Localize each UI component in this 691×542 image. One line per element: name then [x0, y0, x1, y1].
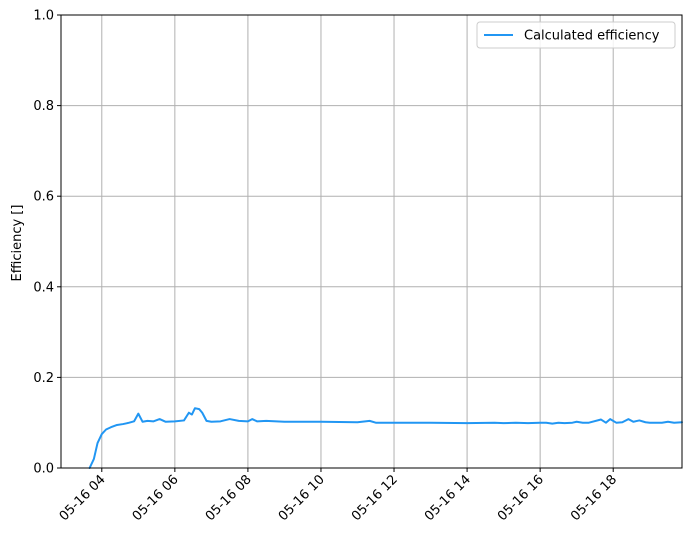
- x-tick-label: 05-16 08: [203, 472, 255, 524]
- y-tick-label: 0.6: [33, 190, 54, 205]
- legend-box: [476, 21, 676, 49]
- y-tick-label: 0.8: [33, 99, 54, 114]
- x-ticks: 05-16 04 05-16 06 05-16 08 05-16 10 05-16 12…: [57, 468, 620, 524]
- series-line-calculated-efficiency: [88, 407, 683, 469]
- legend-entry-label: Calculated efficiency: [524, 29, 660, 44]
- y-axis-label: Efficiency []: [10, 205, 25, 282]
- y-ticks: 0.0 0.2 0.4 0.6 0.8 1.0: [33, 9, 61, 477]
- y-tick-label: 0.2: [33, 371, 54, 386]
- x-tick-label: 05-16 10: [276, 472, 328, 524]
- y-tick-label: 1.0: [33, 9, 54, 24]
- y-gridlines: [61, 14, 682, 469]
- y-tick-label: 0.0: [33, 462, 54, 477]
- x-tick-label: 05-16 16: [495, 472, 547, 524]
- series-layer: [88, 407, 683, 469]
- x-tick-label: 05-16 12: [349, 472, 401, 524]
- x-tick-label: 05-16 04: [57, 472, 109, 524]
- y-tick-label: 0.4: [33, 280, 54, 295]
- legend: Calculated efficiency: [476, 21, 676, 49]
- x-tick-label: 05-16 06: [130, 472, 182, 524]
- x-tick-label: 05-16 14: [422, 472, 474, 524]
- x-gridlines: [101, 15, 614, 468]
- x-tick-label: 05-16 18: [568, 472, 620, 524]
- plot-frame: [60, 14, 683, 469]
